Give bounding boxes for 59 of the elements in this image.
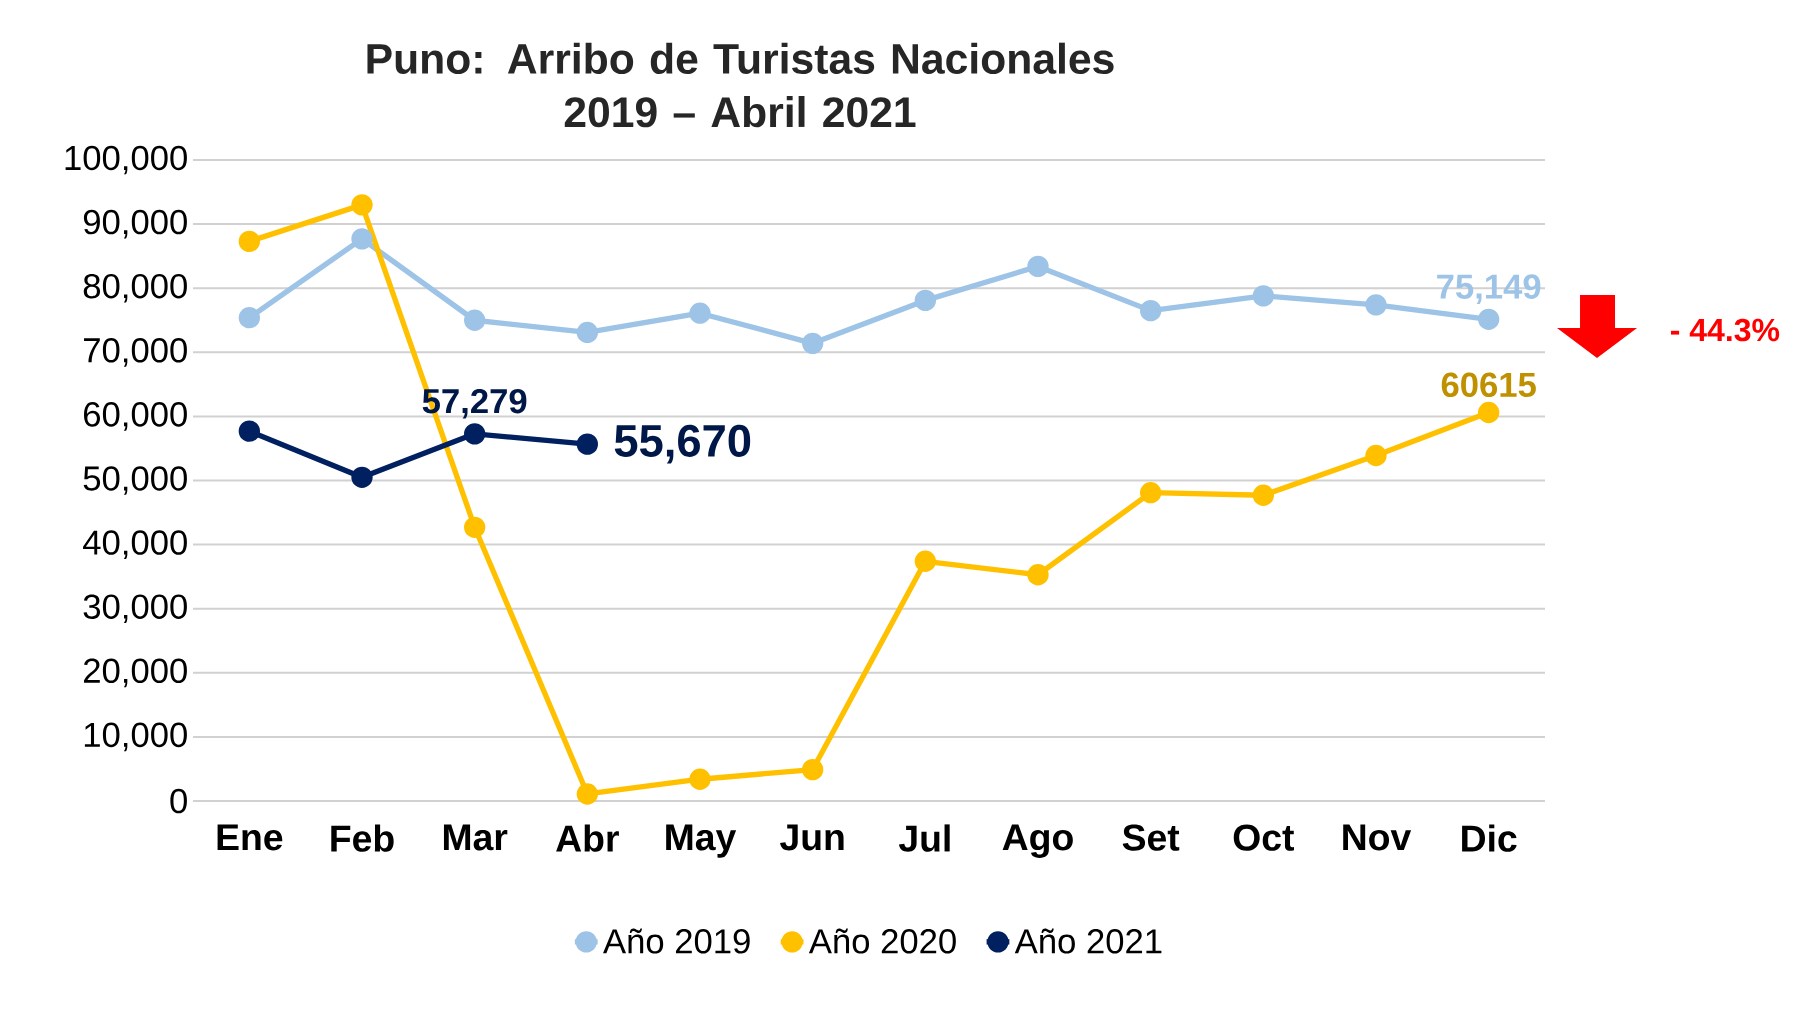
- point: [802, 758, 824, 781]
- y-tick-label: 20,000: [84, 658, 187, 688]
- point: [1365, 444, 1387, 467]
- x-tick-label: Set: [1122, 824, 1180, 851]
- x-tick-label: Oct: [1233, 824, 1294, 851]
- point: [238, 307, 261, 329]
- point: [464, 423, 486, 445]
- data-label: 60615: [1441, 372, 1536, 398]
- data-label: 55,670: [614, 424, 751, 464]
- x-tick-label: Ago: [1002, 824, 1073, 858]
- x-tick-label: Feb: [331, 824, 394, 852]
- legend-label: Año 2019: [603, 928, 750, 954]
- x-tick-label: Ene: [217, 824, 283, 851]
- y-tick-label: 40,000: [83, 530, 187, 559]
- y-tick-label: 80,000: [83, 273, 187, 303]
- y-tick-label: 90,000: [83, 209, 187, 239]
- y-tick-label: 50,000: [83, 466, 187, 495]
- point: [1027, 564, 1049, 586]
- point: [1477, 401, 1500, 424]
- point: [689, 768, 711, 790]
- x-tick-label: Nov: [1343, 824, 1412, 851]
- point: [576, 433, 599, 455]
- x-tick-label: May: [666, 824, 737, 858]
- y-tick-label: 10,000: [84, 722, 187, 752]
- point: [802, 332, 824, 354]
- legend-label: Año 2021: [1014, 928, 1162, 954]
- point: [1365, 294, 1387, 316]
- point: [238, 420, 261, 442]
- point: [351, 194, 373, 216]
- chart-title: Puno: Arribo de Turistas Nacionales 2019 – Abril 2021: [367, 42, 1114, 128]
- point: [351, 466, 373, 488]
- x-tick-label: Mar: [443, 824, 508, 851]
- point: [914, 289, 936, 312]
- data-label: 75,149: [1437, 274, 1541, 304]
- x-tick-label: Dic: [1462, 824, 1517, 852]
- y-tick-label: 30,000: [83, 594, 187, 624]
- point: [914, 550, 936, 572]
- point: [351, 228, 373, 250]
- point: [576, 783, 599, 805]
- y-tick-label: 100,000: [65, 145, 187, 175]
- text: - 44.3%: [1670, 318, 1780, 342]
- y-tick-label: 0: [170, 788, 187, 814]
- y-tick-label: 70,000: [84, 337, 187, 367]
- point: [1252, 285, 1274, 307]
- point: [464, 309, 486, 331]
- point: [1477, 308, 1500, 330]
- point: [1252, 484, 1274, 506]
- point: [1140, 299, 1162, 322]
- y-tick-label: 60,000: [84, 402, 187, 431]
- point: [1027, 255, 1049, 278]
- x-tick-label: Jul: [898, 824, 950, 852]
- point: [464, 516, 486, 538]
- x-tick-label: Jun: [780, 824, 844, 851]
- point: [238, 230, 261, 253]
- x-tick-label: Abr: [556, 824, 619, 852]
- point: [576, 321, 599, 344]
- legend-label: Año 2020: [808, 928, 956, 954]
- point: [1140, 482, 1162, 504]
- point: [689, 302, 711, 324]
